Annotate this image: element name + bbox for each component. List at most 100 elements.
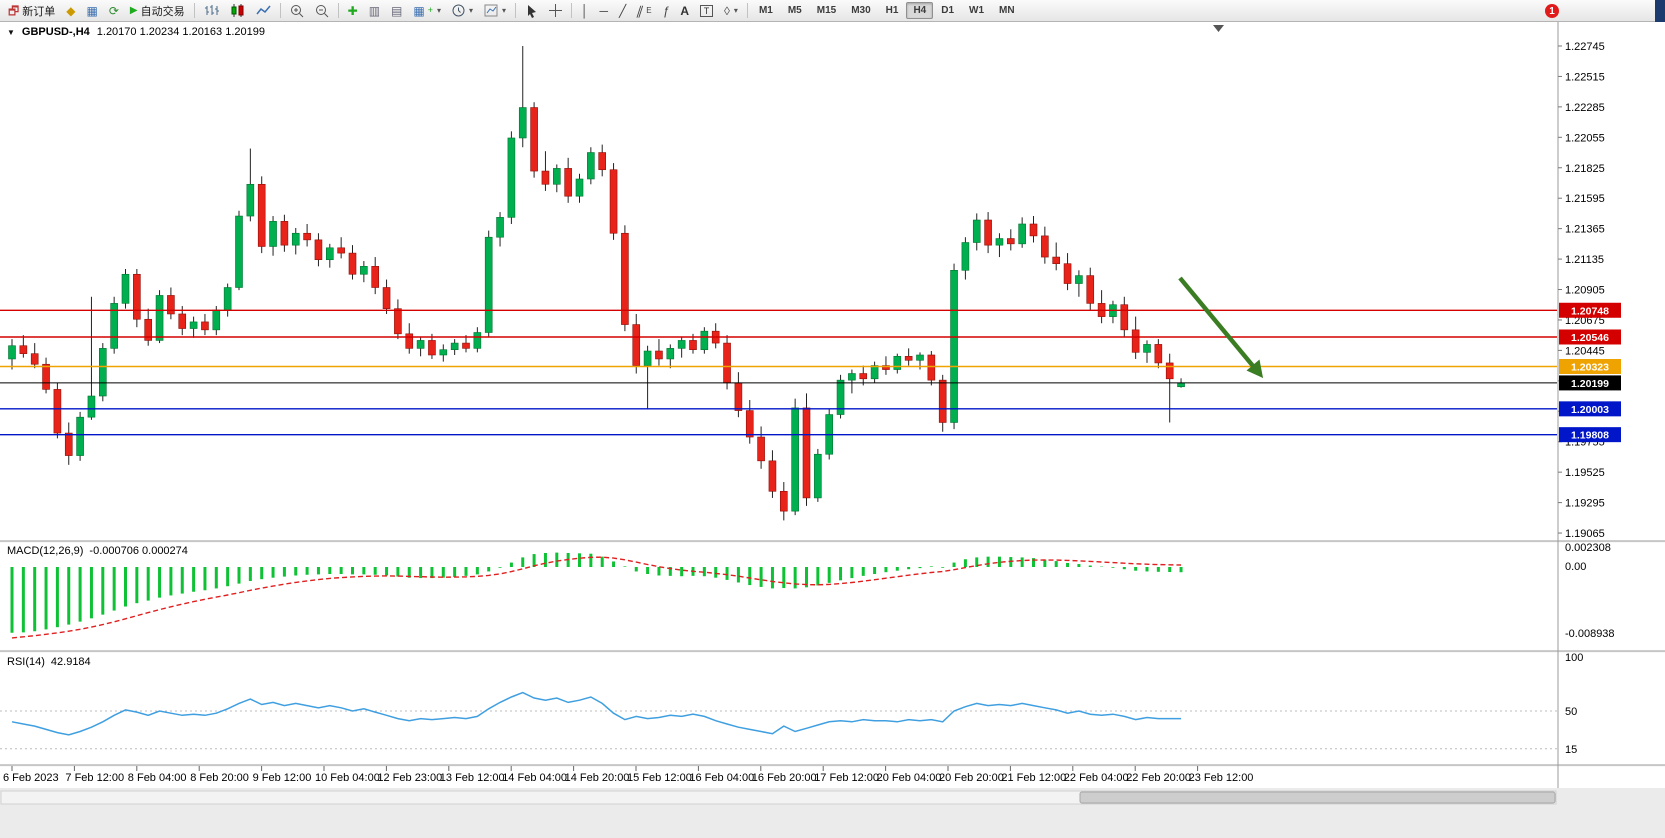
play-icon: ▶ <box>129 4 138 16</box>
svg-text:8 Feb 20:00: 8 Feb 20:00 <box>190 772 249 784</box>
auto-trading-button[interactable]: ▶ 自动交易 <box>125 1 190 21</box>
new-order-icon: 🗗 <box>8 3 20 18</box>
svg-text:14 Feb 04:00: 14 Feb 04:00 <box>502 772 567 784</box>
svg-text:15 Feb 12:00: 15 Feb 12:00 <box>627 772 692 784</box>
timeframe-w1[interactable]: W1 <box>969 5 985 16</box>
svg-text:1.20199: 1.20199 <box>1571 378 1609 390</box>
svg-text:1.22515: 1.22515 <box>1565 71 1605 83</box>
svg-text:1.21365: 1.21365 <box>1565 224 1605 236</box>
price-axis: 1.22745 1.22515 1.22285 1.22055 1.21825 1.215… <box>1558 41 1605 540</box>
svg-text:50: 50 <box>1565 706 1577 718</box>
svg-text:14 Feb 20:00: 14 Feb 20:00 <box>565 772 630 784</box>
timeframe-m15[interactable]: M15 <box>816 5 837 16</box>
svg-text:1.20675: 1.20675 <box>1565 315 1605 327</box>
macd-values: -0.000706 0.000274 <box>89 545 188 557</box>
svg-text:1.22285: 1.22285 <box>1565 102 1605 114</box>
main-toolbar: 🗗 新订单 ◆ ▦ ⟳ ▶ 自动交易 ✚ ▥ ▤ ▦ + ▾ ▾ ▾ │ ─ ╱ ∥… <box>0 0 1665 22</box>
svg-text:1.21135: 1.21135 <box>1565 254 1604 266</box>
rsi-panel: 100 50 15 <box>0 652 1583 756</box>
svg-text:1.20748: 1.20748 <box>1571 305 1609 317</box>
one-click-trading-icon[interactable]: ▼ <box>7 27 15 37</box>
bar-chart-type-icon[interactable] <box>199 1 224 21</box>
cascade-windows-icon[interactable]: ▤ <box>391 3 403 18</box>
timeframe-h4[interactable]: H4 <box>906 2 934 19</box>
toolbar-separator <box>571 3 573 18</box>
candlestick-chart-type-icon[interactable] <box>225 1 250 21</box>
svg-text:17 Feb 12:00: 17 Feb 12:00 <box>814 772 879 784</box>
timeframe-m1[interactable]: M1 <box>758 5 773 16</box>
svg-text:0.002308: 0.002308 <box>1565 542 1611 554</box>
svg-text:1.19808: 1.19808 <box>1571 430 1609 442</box>
svg-text:1.21595: 1.21595 <box>1565 193 1605 205</box>
templates-dropdown[interactable]: ▾ <box>479 1 511 21</box>
svg-text:10 Feb 04:00: 10 Feb 04:00 <box>315 772 380 784</box>
scrollbar-thumb[interactable] <box>1079 791 1556 804</box>
chart-symbol: GBPUSD-,H4 <box>21 26 90 38</box>
toolbar-separator <box>337 3 339 18</box>
svg-text:0.00: 0.00 <box>1565 561 1586 573</box>
svg-text:15: 15 <box>1565 744 1577 756</box>
trend-arrow[interactable] <box>1178 276 1263 378</box>
data-window-icon[interactable]: ▦ <box>86 3 98 18</box>
horizontal-line-tool[interactable]: ─ <box>599 3 609 18</box>
equidistant-channel-tool[interactable]: ∥ E <box>635 3 652 18</box>
svg-text:1.22745: 1.22745 <box>1565 41 1605 53</box>
svg-text:13 Feb 12:00: 13 Feb 12:00 <box>440 772 505 784</box>
h-scrollbar[interactable] <box>0 790 1557 805</box>
period-clock-dropdown[interactable]: ▾ <box>447 1 478 21</box>
timeframe-mn[interactable]: MN <box>999 5 1015 16</box>
svg-text:12 Feb 23:00: 12 Feb 23:00 <box>377 772 442 784</box>
text-tool[interactable]: A <box>680 3 689 18</box>
vertical-line-tool[interactable]: │ <box>581 3 589 18</box>
crosshair-tool-icon[interactable] <box>544 1 567 21</box>
svg-text:6 Feb 2023: 6 Feb 2023 <box>3 772 59 784</box>
svg-text:1.21825: 1.21825 <box>1565 163 1605 175</box>
auto-trading-label: 自动交易 <box>140 5 185 18</box>
svg-text:1.20323: 1.20323 <box>1571 362 1609 374</box>
zoom-out-icon[interactable] <box>310 1 334 21</box>
indicators-icon[interactable]: ✚ <box>347 3 358 18</box>
trendline-tool[interactable]: ╱ <box>619 3 627 18</box>
new-chart-dropdown[interactable]: ▦ + ▾ <box>413 3 441 18</box>
chart-title: ▼ GBPUSD-,H4 1.20170 1.20234 1.20163 1.2… <box>7 26 265 38</box>
svg-text:1.20445: 1.20445 <box>1565 345 1605 357</box>
timeframe-d1[interactable]: D1 <box>941 5 955 16</box>
timeframe-m5[interactable]: M5 <box>787 5 802 16</box>
market-watch-icon[interactable]: ◆ <box>66 3 76 18</box>
timeframe-h1[interactable]: H1 <box>885 5 899 16</box>
line-chart-type-icon[interactable] <box>251 1 276 21</box>
rsi-label: RSI(14) 42.9184 <box>7 656 91 668</box>
fibonacci-tool[interactable]: ƒ <box>662 3 670 18</box>
svg-text:22 Feb 20:00: 22 Feb 20:00 <box>1126 772 1191 784</box>
macd-label: MACD(12,26,9) -0.000706 0.000274 <box>7 545 188 557</box>
svg-text:9 Feb 12:00: 9 Feb 12:00 <box>253 772 312 784</box>
svg-text:21 Feb 12:00: 21 Feb 12:00 <box>1001 772 1066 784</box>
svg-text:16 Feb 20:00: 16 Feb 20:00 <box>752 772 817 784</box>
svg-text:1.19525: 1.19525 <box>1565 467 1605 479</box>
zoom-in-icon[interactable] <box>285 1 309 21</box>
timeframe-m30[interactable]: M30 <box>851 5 871 16</box>
label-tool[interactable]: T <box>695 1 718 21</box>
macd-panel: 0.002308 0.00 -0.008938 <box>10 542 1615 640</box>
arrows-shapes-dropdown[interactable]: ◊ ▾ <box>723 3 738 18</box>
svg-text:1.20905: 1.20905 <box>1565 285 1605 297</box>
notification-badge[interactable]: 1 <box>1545 4 1559 18</box>
toolbar-separator <box>279 3 281 18</box>
tile-windows-icon[interactable]: ▥ <box>368 3 381 18</box>
svg-text:1.20546: 1.20546 <box>1571 332 1609 344</box>
svg-text:-0.008938: -0.008938 <box>1565 628 1615 640</box>
svg-text:1.20003: 1.20003 <box>1571 404 1609 416</box>
time-axis: 6 Feb 2023 7 Feb 12:00 8 Feb 04:00 8 Feb 20… <box>3 766 1253 784</box>
new-order-button[interactable]: 🗗 新订单 <box>3 1 60 21</box>
window-edge-accent <box>1655 0 1665 22</box>
svg-text:16 Feb 04:00: 16 Feb 04:00 <box>689 772 754 784</box>
svg-text:20 Feb 04:00: 20 Feb 04:00 <box>877 772 942 784</box>
navigator-refresh-icon[interactable]: ⟳ <box>108 3 119 18</box>
cursor-tool-icon[interactable] <box>520 1 543 21</box>
svg-text:1.19295: 1.19295 <box>1565 498 1605 510</box>
svg-text:8 Feb 04:00: 8 Feb 04:00 <box>128 772 187 784</box>
price-tags: 1.20748 1.20546 1.20323 1.20199 1.20003 1.198… <box>1559 302 1621 443</box>
level-lines-layer[interactable] <box>0 309 1557 436</box>
